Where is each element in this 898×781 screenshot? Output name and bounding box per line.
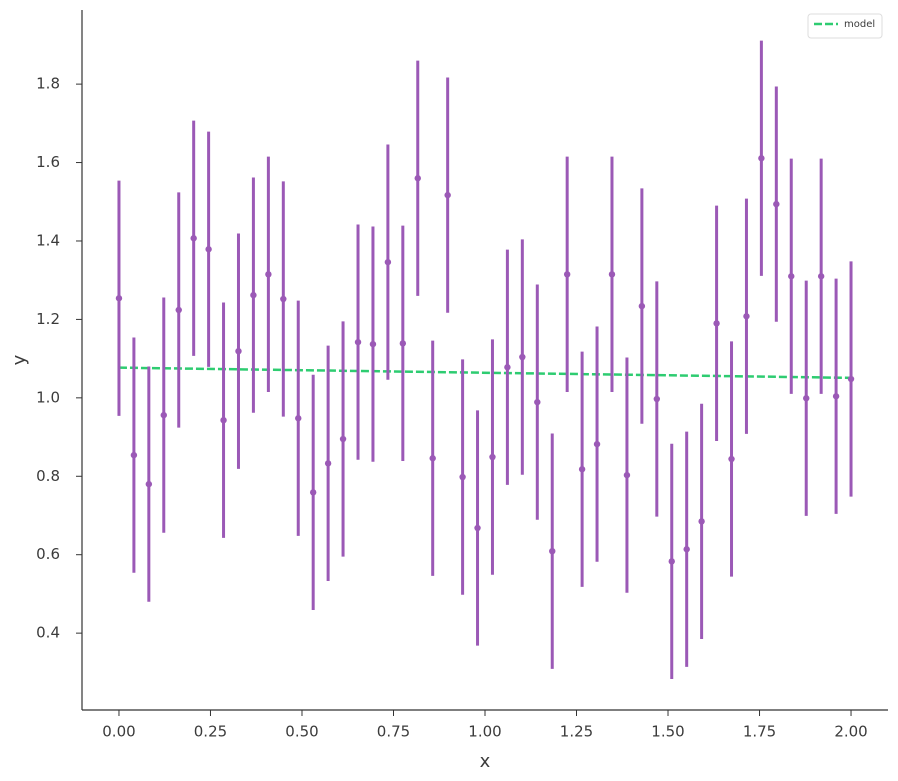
data-point <box>773 200 780 208</box>
x-tick-label: 1.50 <box>651 723 684 741</box>
data-point <box>384 258 392 266</box>
data-point <box>205 246 212 253</box>
legend-box <box>807 13 883 39</box>
data-point <box>832 393 840 400</box>
x-axis-label: x <box>480 751 491 772</box>
data-point <box>115 295 123 302</box>
data-point <box>698 518 705 525</box>
data-point <box>638 302 646 310</box>
data-point <box>444 191 451 199</box>
data-point <box>803 395 810 402</box>
data-point <box>235 347 242 355</box>
data-point <box>504 364 511 371</box>
data-point <box>519 353 526 361</box>
data-point <box>743 313 750 320</box>
data-point <box>280 295 287 303</box>
y-tick-label: 1.0 <box>36 388 60 406</box>
x-tick-label: 2.00 <box>834 723 867 741</box>
x-tick-label: 0.00 <box>102 723 135 741</box>
model-line <box>118 366 852 380</box>
data-point <box>295 415 302 422</box>
data-point <box>265 271 272 278</box>
x-tick-label: 1.25 <box>560 723 593 741</box>
data-point <box>399 340 407 347</box>
data-point <box>788 273 795 280</box>
y-tick-label: 0.6 <box>36 545 60 563</box>
data-point <box>339 435 347 443</box>
data-point <box>683 546 690 553</box>
data-point <box>145 480 153 488</box>
y-axis-label: y <box>9 354 30 365</box>
data-point <box>713 320 720 327</box>
x-tick-label: 0.75 <box>377 723 410 741</box>
data-point <box>220 416 227 424</box>
data-point <box>668 558 675 565</box>
x-tick-label: 0.50 <box>285 723 318 741</box>
y-tick-label: 1.6 <box>36 153 60 171</box>
data-point <box>758 155 765 162</box>
y-tick-label: 0.8 <box>36 467 60 485</box>
y-tick-label: 1.8 <box>36 75 60 93</box>
x-tick-label: 1.00 <box>468 723 501 741</box>
data-point <box>593 440 601 448</box>
data-point <box>429 455 436 462</box>
data-point <box>354 338 362 346</box>
legend-label: model <box>844 19 875 30</box>
y-tick-label: 0.4 <box>36 624 60 642</box>
data-point <box>608 271 616 278</box>
data-point <box>250 291 257 299</box>
data-point <box>414 175 421 182</box>
data-point <box>653 395 661 403</box>
data-point <box>534 398 541 406</box>
data-point <box>175 306 182 314</box>
data-point <box>459 473 466 481</box>
data-point <box>160 411 167 419</box>
data-point <box>324 460 332 467</box>
data-point <box>489 453 496 461</box>
x-tick-label: 0.25 <box>194 723 227 741</box>
data-point <box>847 375 855 383</box>
data-point <box>190 235 197 242</box>
data-point <box>728 455 735 463</box>
data-point <box>817 273 825 280</box>
data-point <box>563 271 571 278</box>
data-point <box>130 451 138 459</box>
data-point <box>309 489 317 496</box>
data-point <box>474 524 481 532</box>
data-point <box>549 547 556 555</box>
x-tick-label: 1.75 <box>743 723 776 741</box>
data-point <box>369 340 377 348</box>
data-point <box>623 471 631 479</box>
data-point <box>578 466 586 473</box>
y-tick-label: 1.2 <box>36 310 60 328</box>
y-tick-label: 1.4 <box>36 231 60 249</box>
